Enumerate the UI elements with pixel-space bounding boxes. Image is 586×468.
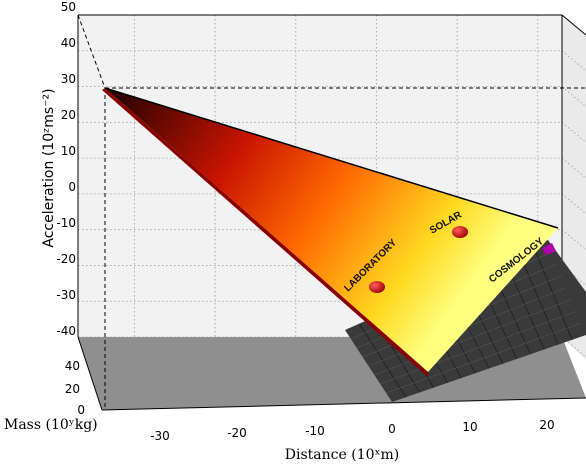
z-gridline-side [561,86,586,107]
cosmology-marker [542,243,556,255]
solar-marker [452,226,468,238]
z-tick-label: 20 [61,108,76,122]
laboratory-marker [369,281,385,293]
x-tick-label: -20 [227,426,247,440]
x-axis-title: Distance (10ˣm) [285,447,399,463]
z-tick-label: -40 [56,324,76,338]
z-tick-label: -10 [56,216,76,230]
acceleration-surface [105,88,558,372]
x-tick-labels: -30 -20 -10 0 10 20 [150,418,554,443]
z-tick-labels: 50 40 30 20 10 0 -10 -20 -30 -40 [56,0,76,338]
surface-top-edge [104,87,559,229]
plane-hatch-line [380,310,577,385]
z-tick-label: -30 [56,288,76,302]
plane-hatch-line [386,322,582,394]
x-tick-label: -10 [305,424,325,438]
z-gridline-side [561,193,586,215]
plane-hatch-line [374,299,572,376]
z-gridline-side [561,157,586,179]
x-tick-label: 20 [539,418,554,432]
y-tick-labels: 40 20 0 [65,359,85,417]
z-gridline-side [561,122,586,143]
z-tick-label: 30 [61,72,76,86]
box-frame [77,14,586,411]
z-tick-label: 50 [61,0,76,14]
y-tick-label: 0 [77,403,85,417]
z-tick-label: 40 [61,36,76,50]
y-tick-label: 20 [65,382,80,396]
z-tick-label: -20 [56,252,76,266]
z-gridline-side [561,229,586,250]
apex-projection [77,14,586,408]
z-tick-label: 0 [68,180,76,194]
x-tick-label: 0 [388,422,396,436]
surface-edge [102,88,428,377]
y-axis-title: Mass (10ʸkg) [4,417,98,433]
x-tick-label: 10 [462,420,477,434]
z-axis-title: Acceleration (10ᶻms⁻²) [41,88,57,247]
x-tick-label: -30 [150,429,170,443]
z-gridline-side [561,50,586,72]
y-tick-label: 40 [65,359,80,373]
z-tick-label: 10 [61,144,76,158]
